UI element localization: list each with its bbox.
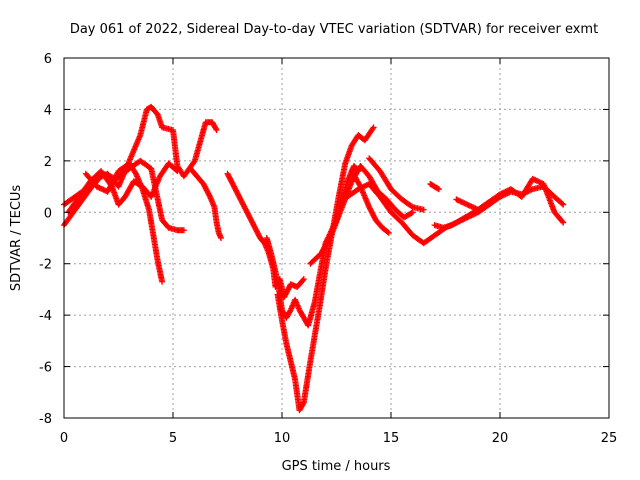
axis-ticks: 0 5 10 15 20 25 -8 -6 -4 -2 0 2 4 6 bbox=[39, 52, 617, 446]
data-marker bbox=[408, 203, 415, 210]
y-tick-label: -6 bbox=[39, 361, 52, 376]
data-marker bbox=[385, 229, 392, 236]
y-tick-label: -4 bbox=[39, 309, 52, 324]
data-marker bbox=[217, 235, 224, 241]
y-tick-label: -2 bbox=[39, 258, 52, 273]
x-axis-label: GPS time / hours bbox=[282, 459, 391, 474]
data-marker bbox=[356, 182, 363, 189]
data-marker bbox=[300, 400, 307, 407]
y-tick-label: 4 bbox=[44, 103, 52, 118]
data-marker bbox=[174, 168, 181, 175]
y-tick-label: 6 bbox=[44, 52, 52, 67]
chart-title: Day 061 of 2022, Sidereal Day-to-day VTE… bbox=[70, 22, 598, 37]
data-marker bbox=[206, 192, 213, 199]
series-track-9 bbox=[307, 163, 416, 267]
series-track-15 bbox=[453, 175, 567, 226]
x-tick-label: 20 bbox=[492, 431, 509, 446]
series-track-12 bbox=[366, 155, 427, 213]
data-marker bbox=[286, 308, 293, 315]
series-track-5 bbox=[187, 165, 224, 241]
data-marker bbox=[213, 127, 220, 133]
data-marker bbox=[409, 209, 416, 216]
y-tick-label: 0 bbox=[44, 206, 52, 221]
data-marker bbox=[369, 125, 376, 132]
data-points bbox=[61, 103, 567, 414]
y-tick-label: 2 bbox=[44, 155, 52, 170]
data-marker bbox=[560, 201, 567, 208]
data-marker bbox=[435, 186, 442, 193]
series-track-6 bbox=[224, 170, 307, 301]
series-track-14 bbox=[427, 181, 442, 193]
y-axis-label: SDTVAR / TECUs bbox=[9, 185, 24, 292]
series-track-10 bbox=[344, 181, 503, 247]
data-marker bbox=[299, 277, 306, 284]
data-marker bbox=[384, 229, 391, 235]
data-marker bbox=[180, 227, 187, 234]
x-tick-label: 5 bbox=[169, 431, 177, 446]
data-marker bbox=[560, 219, 567, 226]
data-marker bbox=[212, 125, 219, 132]
x-tick-label: 25 bbox=[601, 431, 618, 446]
data-marker bbox=[159, 278, 166, 285]
data-marker bbox=[420, 206, 427, 213]
data-marker bbox=[190, 159, 197, 166]
y-tick-label: -8 bbox=[39, 412, 52, 427]
x-tick-label: 15 bbox=[383, 431, 400, 446]
data-marker bbox=[173, 167, 180, 174]
data-marker bbox=[300, 276, 307, 283]
x-tick-label: 0 bbox=[60, 431, 68, 446]
data-marker bbox=[408, 210, 415, 217]
data-marker bbox=[559, 218, 566, 225]
x-tick-label: 10 bbox=[274, 431, 291, 446]
series-track-4 bbox=[65, 160, 181, 216]
data-marker bbox=[370, 124, 377, 131]
plot-frame bbox=[63, 57, 610, 419]
data-marker bbox=[559, 200, 566, 207]
series-track-11 bbox=[348, 168, 392, 236]
